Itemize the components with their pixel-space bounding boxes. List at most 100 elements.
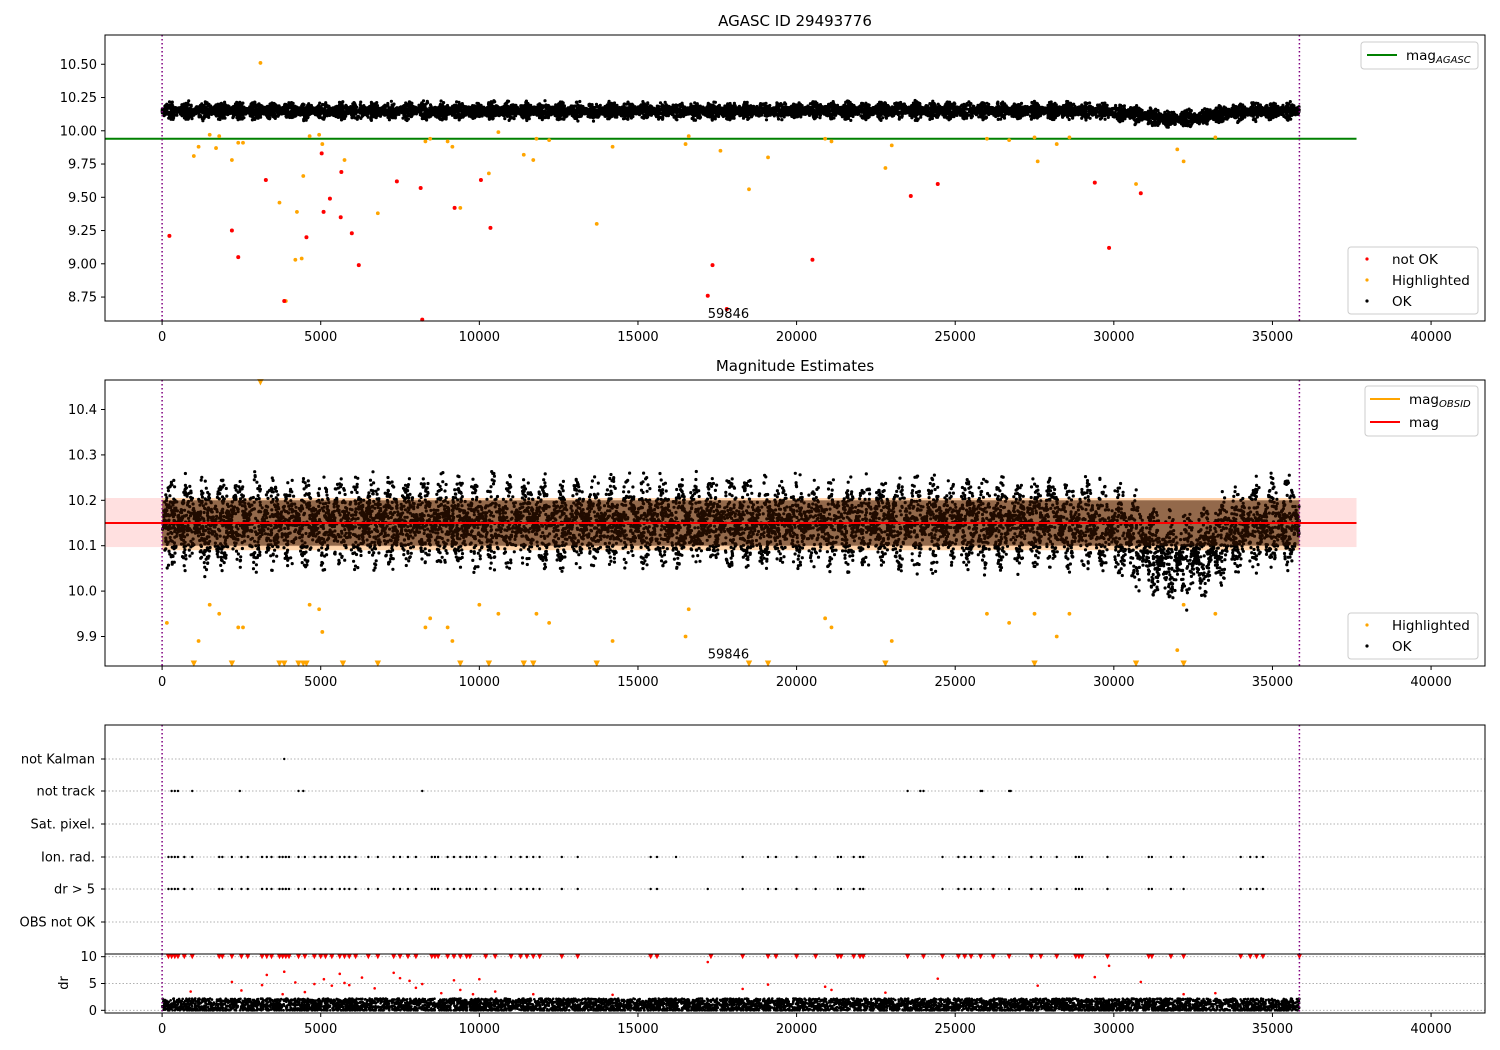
flag-point xyxy=(430,855,433,859)
flag-point xyxy=(240,887,243,891)
flag-point xyxy=(283,757,286,761)
dr-clipped-point xyxy=(977,954,984,960)
flag-category-label: not track xyxy=(36,785,95,800)
flag-point xyxy=(170,789,173,793)
dr-clipped-point xyxy=(375,954,381,960)
dr-clipped-point xyxy=(483,954,489,960)
highlighted-point xyxy=(1007,138,1012,142)
dr-clipped-point xyxy=(1181,954,1187,960)
highlighted-point xyxy=(534,136,539,141)
y-tick-label: 0 xyxy=(89,1004,97,1019)
dr-clipped-point xyxy=(654,954,660,960)
flag-point xyxy=(354,887,357,891)
dr-notok-point xyxy=(281,992,284,996)
highlighted-clipped-bottom xyxy=(882,660,889,667)
dr-notok-point xyxy=(392,971,395,975)
dr-clipped-point xyxy=(413,954,419,960)
flag-point xyxy=(969,855,973,859)
dr-notok-point xyxy=(420,982,424,986)
highlighted-point xyxy=(1035,159,1040,164)
highlighted-point xyxy=(207,132,212,137)
x-tick-label: 15000 xyxy=(617,1022,658,1037)
flag-point xyxy=(183,887,186,891)
dr-notok-point xyxy=(1036,984,1039,987)
y-tick-label: 8.75 xyxy=(68,291,97,306)
flag-point xyxy=(538,855,541,859)
flag-point xyxy=(576,887,579,891)
highlighted-point xyxy=(1181,159,1186,164)
flag-point xyxy=(1074,855,1077,859)
flag-point xyxy=(230,855,234,859)
dr-clipped-point xyxy=(457,954,463,960)
flag-category-label: Sat. pixel. xyxy=(31,818,95,833)
highlighted-point xyxy=(191,154,196,158)
dr-notok-point xyxy=(766,983,770,986)
dr-clipped-point xyxy=(492,954,498,960)
highlighted-clipped-bottom xyxy=(1132,660,1140,667)
dr-clipped-point xyxy=(773,954,779,960)
x-tick-label: 20000 xyxy=(776,330,817,345)
dr-notok-point xyxy=(189,990,192,993)
flag-point xyxy=(836,887,840,891)
flag-point xyxy=(1106,855,1109,859)
flag-point xyxy=(246,887,249,891)
highlighted-point xyxy=(889,639,894,643)
flag-point xyxy=(706,887,709,891)
flag-point xyxy=(1106,887,1109,891)
dr-notok-point xyxy=(452,978,456,982)
dr-notok-point xyxy=(1139,980,1143,984)
not-ok-point xyxy=(908,193,913,198)
legend-highlighted-marker xyxy=(1365,278,1369,282)
highlighted-clipped-bottom xyxy=(281,660,288,667)
highlighted-point xyxy=(196,639,201,643)
dr-clipped-point xyxy=(955,954,961,960)
highlighted-point xyxy=(985,611,989,616)
highlighted-point xyxy=(307,602,312,607)
dr-clipped-point xyxy=(1038,954,1044,960)
highlighted-point xyxy=(428,136,433,141)
y-tick-label: 9.75 xyxy=(68,158,97,173)
panel1-annotation: 59846 xyxy=(708,307,749,322)
flag-point xyxy=(446,855,449,859)
highlighted-point xyxy=(258,61,263,65)
dr-notok-point xyxy=(282,970,286,973)
dr-clipped-point xyxy=(537,954,543,960)
dr-clipped-point xyxy=(1028,954,1034,960)
highlighted-clipped-bottom xyxy=(303,660,310,667)
highlighted-point xyxy=(428,616,433,621)
not-ok-point xyxy=(394,179,399,184)
highlighted-point xyxy=(1067,135,1072,140)
flag-point xyxy=(560,855,564,859)
flag-point xyxy=(852,887,855,891)
not-ok-point xyxy=(338,215,343,220)
highlighted-point xyxy=(236,140,241,145)
panel2-legend-markers: Highlighted OK xyxy=(1347,612,1479,660)
panel1-legend-line: magAGASC xyxy=(1360,41,1479,70)
flag-point xyxy=(260,855,264,859)
dr-clipped-point xyxy=(445,954,451,960)
highlighted-point xyxy=(610,144,615,149)
highlighted-point xyxy=(450,144,455,149)
dr-notok-point xyxy=(294,981,297,984)
dr-notok-point xyxy=(360,976,364,979)
legend-ok-label: OK xyxy=(1392,294,1413,310)
highlighted-point xyxy=(1181,602,1186,607)
dr-clipped-point xyxy=(1296,954,1303,960)
dr-notok-point xyxy=(1214,991,1217,995)
dr-clipped-point xyxy=(181,954,187,960)
flag-point xyxy=(421,789,424,793)
highlighted-point xyxy=(1134,182,1138,186)
dr-notok-point xyxy=(884,991,887,994)
dr-notok-point xyxy=(347,983,351,987)
flag-point xyxy=(992,887,995,891)
flag-point xyxy=(265,855,268,859)
flag-point xyxy=(221,855,224,859)
x-tick-label: 25000 xyxy=(935,1022,976,1037)
flag-point xyxy=(1007,855,1011,859)
flag-point xyxy=(414,855,418,859)
flag-point xyxy=(649,887,652,891)
flag-point xyxy=(433,887,437,891)
flag-point xyxy=(406,855,410,859)
flag-point xyxy=(1255,855,1258,859)
highlighted-point xyxy=(1213,611,1218,616)
